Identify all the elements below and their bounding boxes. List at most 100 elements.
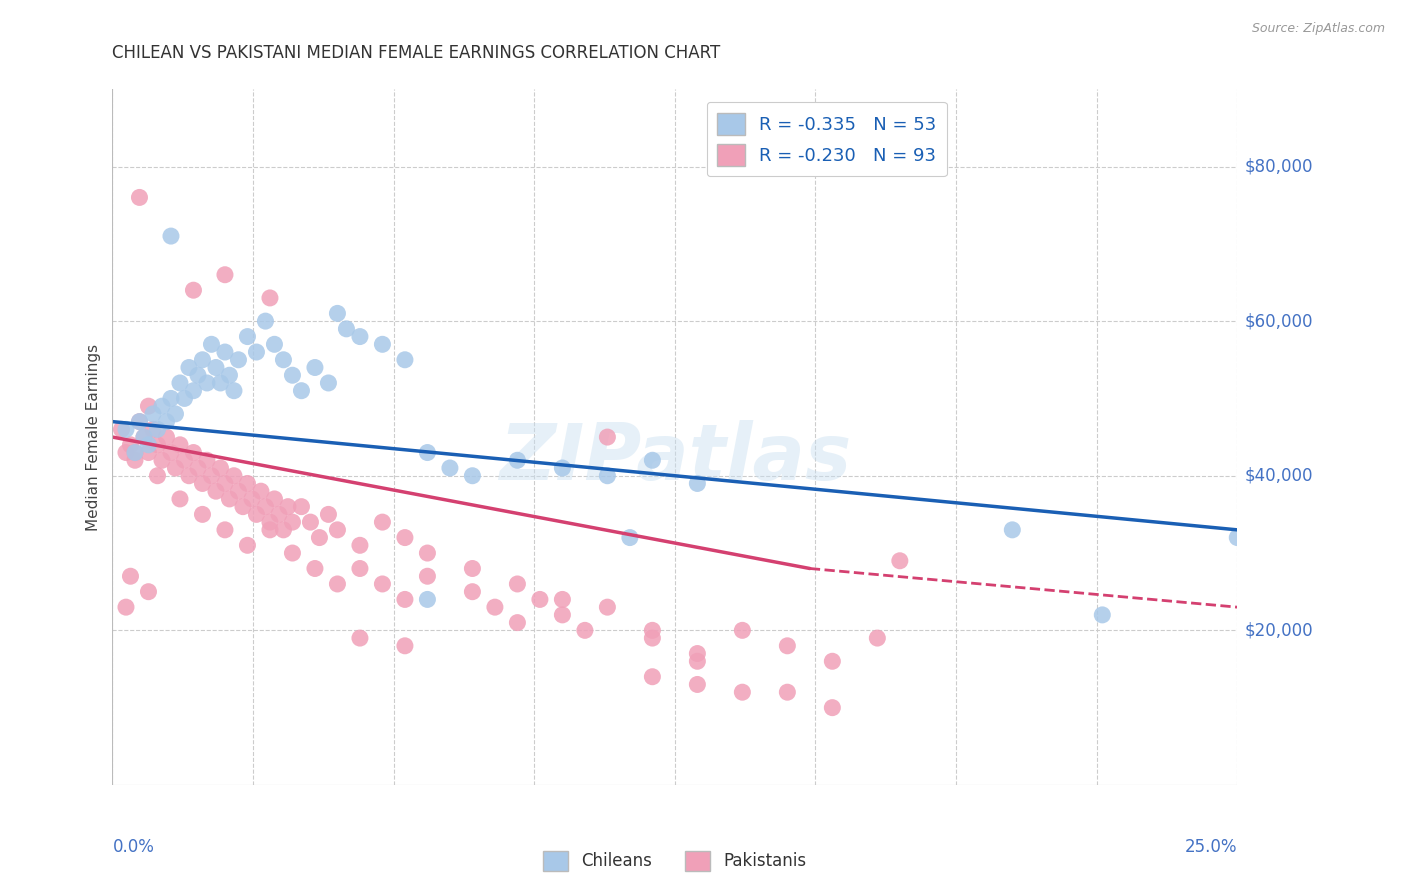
Y-axis label: Median Female Earnings: Median Female Earnings xyxy=(86,343,101,531)
Point xyxy=(686,476,709,491)
Point xyxy=(263,491,285,506)
Point xyxy=(394,352,416,367)
Point xyxy=(110,422,132,436)
Point xyxy=(290,384,312,398)
Point xyxy=(254,314,277,328)
Point xyxy=(146,438,169,452)
Point xyxy=(281,515,304,529)
Point xyxy=(461,468,484,483)
Point xyxy=(551,461,574,475)
Point xyxy=(165,461,187,475)
Point xyxy=(641,670,664,684)
Point xyxy=(1226,531,1249,545)
Point xyxy=(259,291,281,305)
Point xyxy=(165,407,187,421)
Point xyxy=(299,515,322,529)
Point xyxy=(371,337,394,351)
Point xyxy=(138,438,160,452)
Point xyxy=(318,508,340,522)
Point xyxy=(236,538,259,552)
Text: Source: ZipAtlas.com: Source: ZipAtlas.com xyxy=(1251,22,1385,36)
Point xyxy=(596,600,619,615)
Point xyxy=(304,360,326,375)
Point xyxy=(731,624,754,638)
Point xyxy=(821,654,844,668)
Point xyxy=(326,306,349,320)
Point xyxy=(214,476,236,491)
Text: CHILEAN VS PAKISTANI MEDIAN FEMALE EARNINGS CORRELATION CHART: CHILEAN VS PAKISTANI MEDIAN FEMALE EARNI… xyxy=(112,45,721,62)
Point xyxy=(209,376,232,390)
Text: 25.0%: 25.0% xyxy=(1185,838,1237,856)
Point xyxy=(191,352,214,367)
Point xyxy=(214,268,236,282)
Point xyxy=(173,453,195,467)
Point xyxy=(371,577,394,591)
Point xyxy=(236,476,259,491)
Point xyxy=(115,422,138,436)
Point xyxy=(245,345,267,359)
Point xyxy=(506,453,529,467)
Point xyxy=(169,376,191,390)
Point xyxy=(416,569,439,583)
Point xyxy=(641,624,664,638)
Point xyxy=(371,515,394,529)
Point xyxy=(124,445,146,459)
Point xyxy=(160,229,183,244)
Point xyxy=(222,468,245,483)
Point xyxy=(349,561,371,575)
Point xyxy=(183,445,205,459)
Point xyxy=(138,445,160,459)
Point xyxy=(1091,607,1114,622)
Point xyxy=(200,337,222,351)
Point xyxy=(228,352,250,367)
Point xyxy=(254,500,277,514)
Point xyxy=(349,538,371,552)
Text: $60,000: $60,000 xyxy=(1244,312,1313,330)
Point xyxy=(146,468,169,483)
Point xyxy=(187,368,209,383)
Point xyxy=(195,453,218,467)
Point xyxy=(128,190,150,204)
Point xyxy=(200,468,222,483)
Point xyxy=(1001,523,1024,537)
Point xyxy=(318,376,340,390)
Point xyxy=(209,461,232,475)
Point xyxy=(596,468,619,483)
Legend: Chileans, Pakistanis: Chileans, Pakistanis xyxy=(536,844,814,878)
Point xyxy=(195,376,218,390)
Point xyxy=(335,322,357,336)
Point xyxy=(281,368,304,383)
Point xyxy=(506,577,529,591)
Point xyxy=(308,531,330,545)
Point xyxy=(228,484,250,499)
Point xyxy=(173,392,195,406)
Text: 0.0%: 0.0% xyxy=(112,838,155,856)
Point xyxy=(731,685,754,699)
Point xyxy=(132,430,155,444)
Point xyxy=(776,639,799,653)
Point xyxy=(222,384,245,398)
Point xyxy=(191,508,214,522)
Point xyxy=(120,438,142,452)
Point xyxy=(686,647,709,661)
Point xyxy=(259,515,281,529)
Point xyxy=(506,615,529,630)
Point xyxy=(416,445,439,459)
Point xyxy=(124,453,146,467)
Point xyxy=(349,329,371,343)
Point xyxy=(439,461,461,475)
Point xyxy=(259,523,281,537)
Point xyxy=(461,584,484,599)
Point xyxy=(218,368,240,383)
Point xyxy=(177,360,200,375)
Point xyxy=(267,508,290,522)
Point xyxy=(529,592,551,607)
Point xyxy=(277,500,299,514)
Point xyxy=(273,523,295,537)
Point xyxy=(596,430,619,444)
Point xyxy=(273,352,295,367)
Point xyxy=(304,561,326,575)
Point xyxy=(128,415,150,429)
Point xyxy=(250,484,273,499)
Point xyxy=(160,445,183,459)
